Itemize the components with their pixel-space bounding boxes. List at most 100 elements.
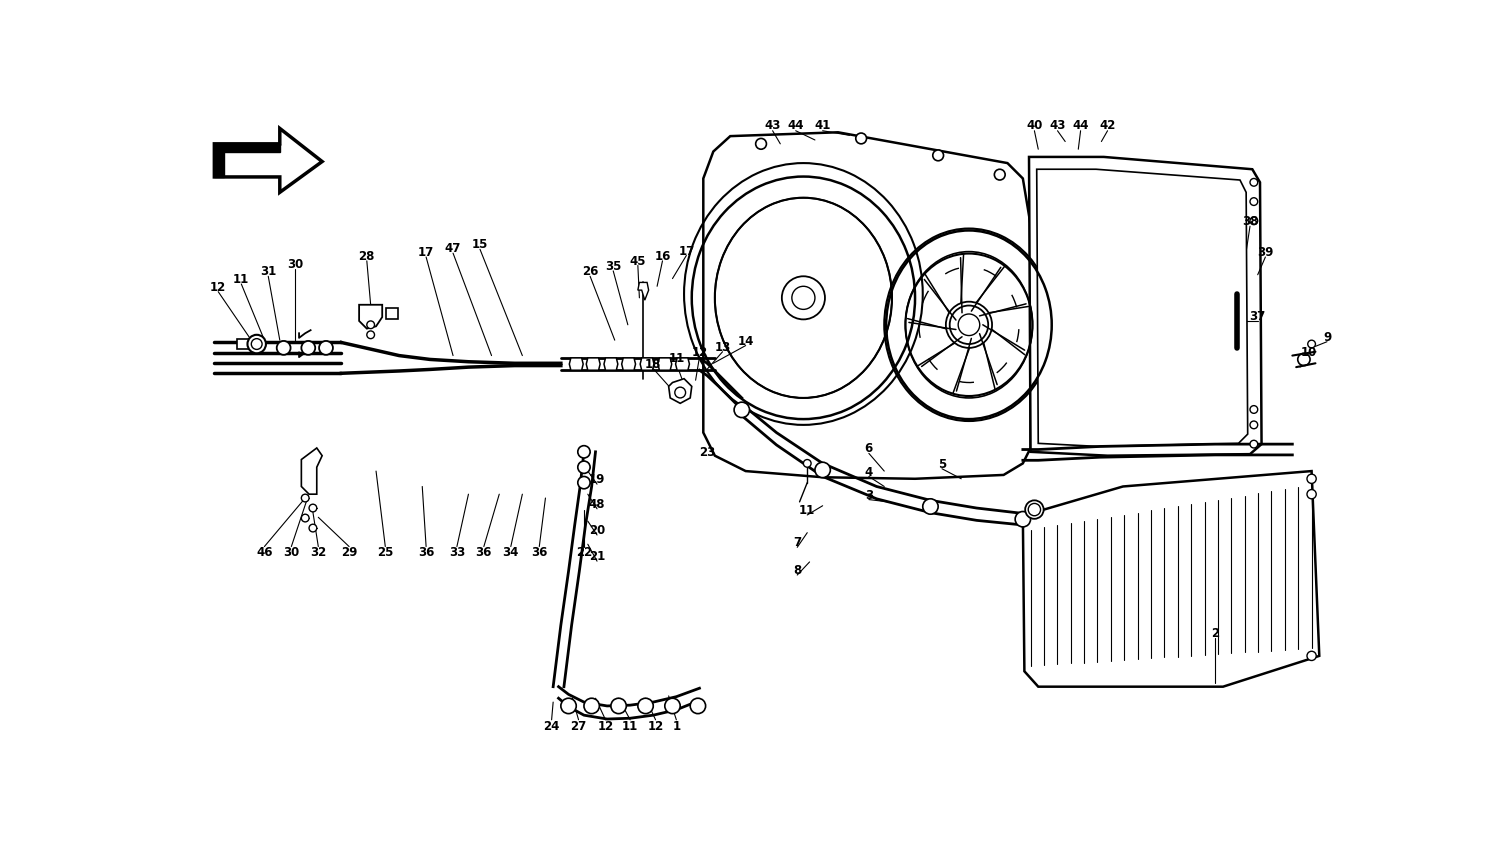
Circle shape [578,461,590,473]
Text: 30: 30 [284,546,300,559]
Circle shape [815,462,831,478]
Circle shape [675,388,686,398]
Circle shape [1250,218,1257,225]
Circle shape [1028,504,1041,516]
Text: 45: 45 [630,255,646,268]
Text: 31: 31 [260,265,276,278]
Polygon shape [1023,472,1320,687]
Circle shape [1250,199,1257,206]
Text: 34: 34 [503,546,519,559]
Text: 11: 11 [668,351,684,364]
Circle shape [309,505,316,513]
Text: 10: 10 [1300,345,1317,359]
Text: 44: 44 [788,119,804,132]
Text: 47: 47 [446,242,460,255]
Circle shape [922,499,938,514]
Text: 27: 27 [570,719,586,732]
Circle shape [561,699,576,714]
Circle shape [584,699,600,714]
Polygon shape [214,145,280,177]
Text: 11: 11 [622,719,639,732]
Circle shape [1250,441,1257,449]
Text: 6: 6 [864,442,873,455]
Circle shape [1298,354,1310,366]
Text: 16: 16 [654,250,670,263]
Circle shape [578,477,590,490]
Text: 44: 44 [1072,119,1089,132]
Polygon shape [621,358,636,371]
Text: 19: 19 [590,473,604,485]
Circle shape [950,306,988,345]
Circle shape [933,151,944,161]
Text: 17: 17 [419,246,434,258]
Text: 3: 3 [865,488,873,501]
Text: 36: 36 [419,546,435,559]
Text: 30: 30 [286,258,303,270]
Text: 43: 43 [765,119,782,132]
Text: 22: 22 [576,546,592,559]
Circle shape [956,311,982,339]
Polygon shape [570,358,584,371]
Circle shape [856,134,867,145]
Text: 37: 37 [1250,310,1266,322]
Text: 40: 40 [1026,119,1042,132]
Text: 12: 12 [597,719,613,732]
Text: 12: 12 [210,281,226,293]
Circle shape [756,139,766,150]
Circle shape [1016,512,1031,527]
Circle shape [610,699,627,714]
Circle shape [994,170,1005,181]
Text: 9: 9 [1323,330,1330,344]
Text: 2: 2 [1212,627,1219,640]
Text: 36: 36 [531,546,548,559]
Text: 5: 5 [938,457,946,470]
Polygon shape [586,358,600,371]
Polygon shape [658,358,672,371]
Text: 18: 18 [645,357,662,370]
Circle shape [368,332,375,339]
Circle shape [252,339,262,350]
Circle shape [1250,179,1257,187]
Text: 25: 25 [376,546,393,559]
Circle shape [782,277,825,320]
Text: 48: 48 [590,497,606,510]
Text: 7: 7 [794,536,801,548]
Text: 39: 39 [1257,246,1274,258]
Text: 36: 36 [476,546,492,559]
Circle shape [804,460,812,467]
Polygon shape [638,283,648,301]
Circle shape [958,315,980,336]
Text: 26: 26 [582,265,598,278]
Circle shape [1250,406,1257,414]
Circle shape [368,322,375,329]
Polygon shape [214,130,322,193]
Text: 11: 11 [800,503,816,516]
Text: 17: 17 [678,244,694,258]
Polygon shape [669,380,692,403]
Text: 14: 14 [738,334,754,347]
Text: 28: 28 [358,250,375,263]
Circle shape [1308,341,1316,349]
Text: 29: 29 [340,546,357,559]
Circle shape [302,341,315,356]
Text: 8: 8 [794,564,801,577]
Text: 12: 12 [648,719,663,732]
Text: 12: 12 [692,345,708,359]
Text: 46: 46 [256,546,273,559]
Text: 21: 21 [590,549,604,563]
Circle shape [309,525,316,532]
Text: 24: 24 [543,719,560,732]
Text: 15: 15 [472,238,488,251]
Circle shape [1306,652,1316,661]
Polygon shape [640,358,654,371]
Circle shape [1024,501,1044,519]
Polygon shape [675,358,690,371]
Polygon shape [1029,158,1262,456]
Circle shape [302,495,309,502]
Text: 41: 41 [815,119,831,132]
Circle shape [320,341,333,356]
Polygon shape [1036,170,1248,447]
Circle shape [248,335,266,354]
Circle shape [1306,474,1316,484]
Text: 23: 23 [699,446,715,459]
